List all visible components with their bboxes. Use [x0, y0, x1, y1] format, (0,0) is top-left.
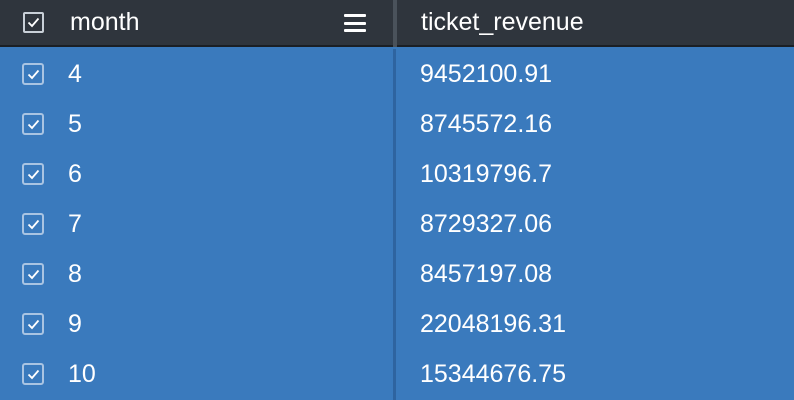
table-row[interactable]: 9 22048196.31 [0, 299, 794, 349]
checkmark-icon [27, 319, 39, 329]
cell-month: 5 [68, 109, 82, 138]
checkmark-icon [27, 269, 39, 279]
table-row[interactable]: 8 8457197.08 [0, 249, 794, 299]
cell-ticket-revenue: 8729327.06 [420, 209, 553, 238]
checkmark-icon [27, 69, 39, 79]
row-checkbox[interactable] [22, 313, 44, 335]
column-divider [393, 49, 396, 400]
table-row[interactable]: 6 10319796.7 [0, 149, 794, 199]
checkmark-icon [27, 17, 40, 28]
cell-ticket-revenue: 22048196.31 [420, 309, 566, 338]
column-header-ticket-revenue[interactable]: ticket_revenue [395, 0, 794, 45]
hamburger-menu-icon[interactable] [344, 14, 366, 32]
grid-header: month ticket_revenue [0, 0, 794, 47]
row-checkbox[interactable] [22, 213, 44, 235]
checkmark-icon [27, 119, 39, 129]
cell-ticket-revenue: 9452100.91 [420, 59, 553, 88]
row-checkbox[interactable] [22, 63, 44, 85]
cell-month: 6 [68, 159, 82, 188]
column-resize-handle[interactable] [393, 0, 397, 47]
column-header-label: ticket_revenue [421, 8, 584, 36]
column-header-month[interactable]: month [0, 0, 395, 45]
column-header-label: month [70, 8, 140, 36]
checkmark-icon [27, 369, 39, 379]
cell-ticket-revenue: 8457197.08 [420, 259, 553, 288]
select-all-checkbox[interactable] [23, 12, 44, 33]
cell-ticket-revenue: 15344676.75 [420, 359, 566, 388]
row-checkbox[interactable] [22, 363, 44, 385]
cell-month: 8 [68, 259, 82, 288]
cell-ticket-revenue: 8745572.16 [420, 109, 553, 138]
cell-month: 9 [68, 309, 82, 338]
checkmark-icon [27, 219, 39, 229]
grid-body: 4 9452100.91 5 8745572.16 6 10319796.7 7 872932… [0, 49, 794, 400]
table-row[interactable]: 10 15344676.75 [0, 349, 794, 399]
table-row[interactable]: 4 9452100.91 [0, 49, 794, 99]
table-row[interactable]: 7 8729327.06 [0, 199, 794, 249]
cell-month: 4 [68, 59, 82, 88]
cell-month: 7 [68, 209, 82, 238]
cell-month: 10 [68, 359, 96, 388]
row-checkbox[interactable] [22, 263, 44, 285]
row-checkbox[interactable] [22, 163, 44, 185]
table-row[interactable]: 5 8745572.16 [0, 99, 794, 149]
row-checkbox[interactable] [22, 113, 44, 135]
cell-ticket-revenue: 10319796.7 [420, 159, 553, 188]
checkmark-icon [27, 169, 39, 179]
